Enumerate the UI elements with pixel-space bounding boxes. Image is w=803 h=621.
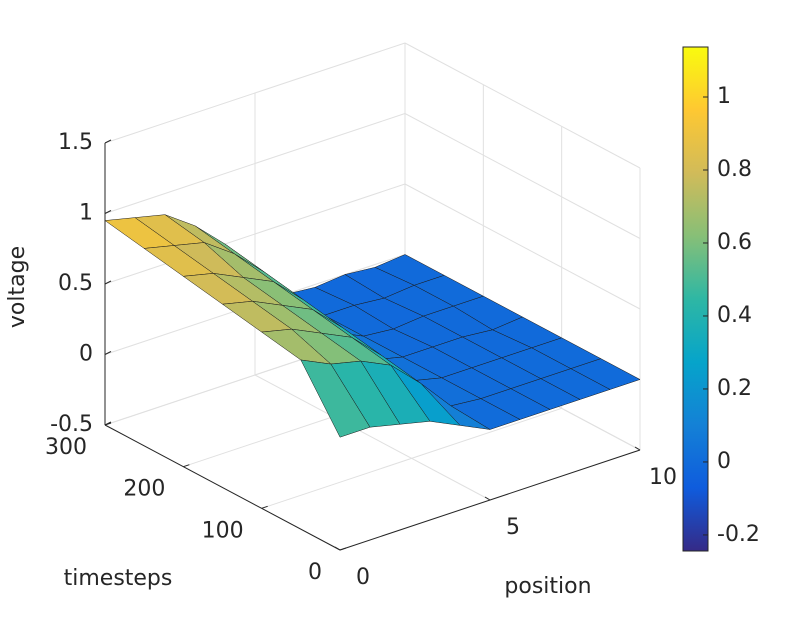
colorbar-tick-label: 0.6 — [717, 230, 752, 255]
y-tick — [261, 505, 268, 509]
x-tick — [634, 446, 641, 451]
z-tick-label: 0 — [79, 342, 93, 367]
surface-patch — [300, 359, 371, 438]
z-tick-label: 1.5 — [58, 130, 93, 155]
x-tick-label: 10 — [649, 465, 677, 490]
grid-line — [404, 183, 641, 310]
z-axis-label: voltage — [5, 246, 30, 328]
z-tick — [104, 280, 112, 285]
y-tick-label: 100 — [202, 518, 244, 543]
grid-line — [104, 42, 406, 144]
colorbar-tick-label: 0.4 — [717, 303, 752, 328]
colorbar-tick-label: 1 — [717, 84, 731, 109]
z-tick-label: 1 — [79, 201, 93, 226]
colorbar-tick-label: 0 — [717, 449, 731, 474]
z-tick-label: -0.5 — [50, 412, 93, 437]
z-tick-label: 0.5 — [58, 271, 93, 296]
x-tick-label: 5 — [506, 515, 520, 540]
y-axis — [104, 424, 341, 551]
grid-line — [261, 407, 562, 509]
y-axis-label: timesteps — [64, 566, 173, 591]
y-tick-label: 0 — [308, 560, 322, 585]
colorbar — [682, 46, 709, 552]
x-tick — [484, 496, 491, 501]
colorbar-tick-label: -0.2 — [717, 522, 760, 547]
colorbar-tick-label: 0.8 — [717, 157, 752, 182]
x-axis-label: position — [504, 574, 591, 599]
grid-line — [104, 113, 406, 214]
z-tick — [104, 421, 112, 426]
grid-line — [104, 183, 406, 285]
y-tick — [339, 547, 347, 551]
z-tick — [104, 351, 112, 355]
grid-line — [404, 113, 641, 239]
grid-line — [404, 42, 641, 169]
z-tick — [104, 139, 112, 144]
z-tick — [104, 210, 112, 214]
y-tick — [183, 464, 190, 468]
y-tick-label: 200 — [123, 477, 165, 502]
y-tick-label: 300 — [45, 435, 87, 460]
x-tick-label: 0 — [356, 565, 370, 590]
colorbar-tick-label: 0.2 — [717, 376, 752, 401]
surface — [104, 214, 641, 438]
x-tick — [334, 546, 341, 551]
grid-line — [254, 374, 491, 501]
